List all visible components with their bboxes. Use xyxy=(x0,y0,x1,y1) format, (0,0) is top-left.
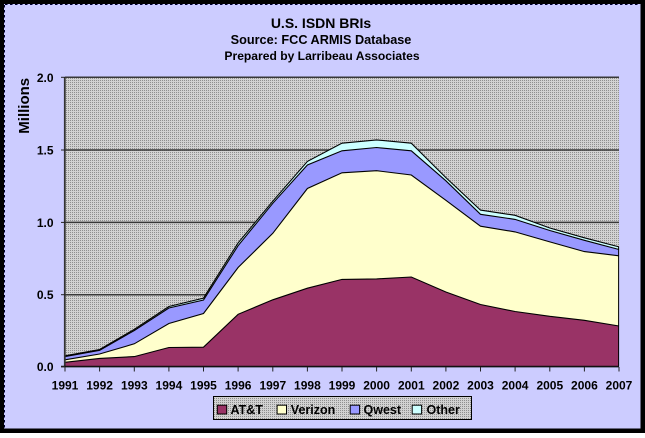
svg-text:1994: 1994 xyxy=(156,379,183,393)
svg-text:1997: 1997 xyxy=(259,379,286,393)
svg-text:Source: FCC ARMIS Database: Source: FCC ARMIS Database xyxy=(231,33,412,47)
svg-text:1993: 1993 xyxy=(121,379,148,393)
svg-text:2002: 2002 xyxy=(433,379,460,393)
svg-text:1995: 1995 xyxy=(190,379,217,393)
svg-text:1992: 1992 xyxy=(86,379,113,393)
svg-text:0.0: 0.0 xyxy=(37,360,54,374)
svg-text:2006: 2006 xyxy=(571,379,598,393)
svg-text:2007: 2007 xyxy=(606,379,633,393)
svg-text:Millions: Millions xyxy=(16,78,33,134)
svg-text:2003: 2003 xyxy=(467,379,494,393)
svg-text:AT&T: AT&T xyxy=(231,403,264,417)
svg-text:1998: 1998 xyxy=(294,379,321,393)
svg-text:Prepared by Larribeau Associat: Prepared by Larribeau Associates xyxy=(224,49,419,63)
svg-text:Verizon: Verizon xyxy=(291,403,335,417)
svg-text:1996: 1996 xyxy=(225,379,252,393)
svg-text:U.S. ISDN BRIs: U.S. ISDN BRIs xyxy=(271,15,372,31)
svg-text:2005: 2005 xyxy=(536,379,563,393)
svg-text:2001: 2001 xyxy=(398,379,425,393)
svg-text:2.0: 2.0 xyxy=(37,71,54,85)
svg-text:2004: 2004 xyxy=(502,379,529,393)
svg-text:Qwest: Qwest xyxy=(364,403,402,417)
svg-text:Other: Other xyxy=(427,403,460,417)
svg-text:1999: 1999 xyxy=(329,379,356,393)
svg-text:2000: 2000 xyxy=(363,379,390,393)
svg-text:1.0: 1.0 xyxy=(37,216,54,230)
svg-text:1.5: 1.5 xyxy=(37,144,54,158)
svg-text:0.5: 0.5 xyxy=(37,288,54,302)
svg-text:1991: 1991 xyxy=(52,379,79,393)
